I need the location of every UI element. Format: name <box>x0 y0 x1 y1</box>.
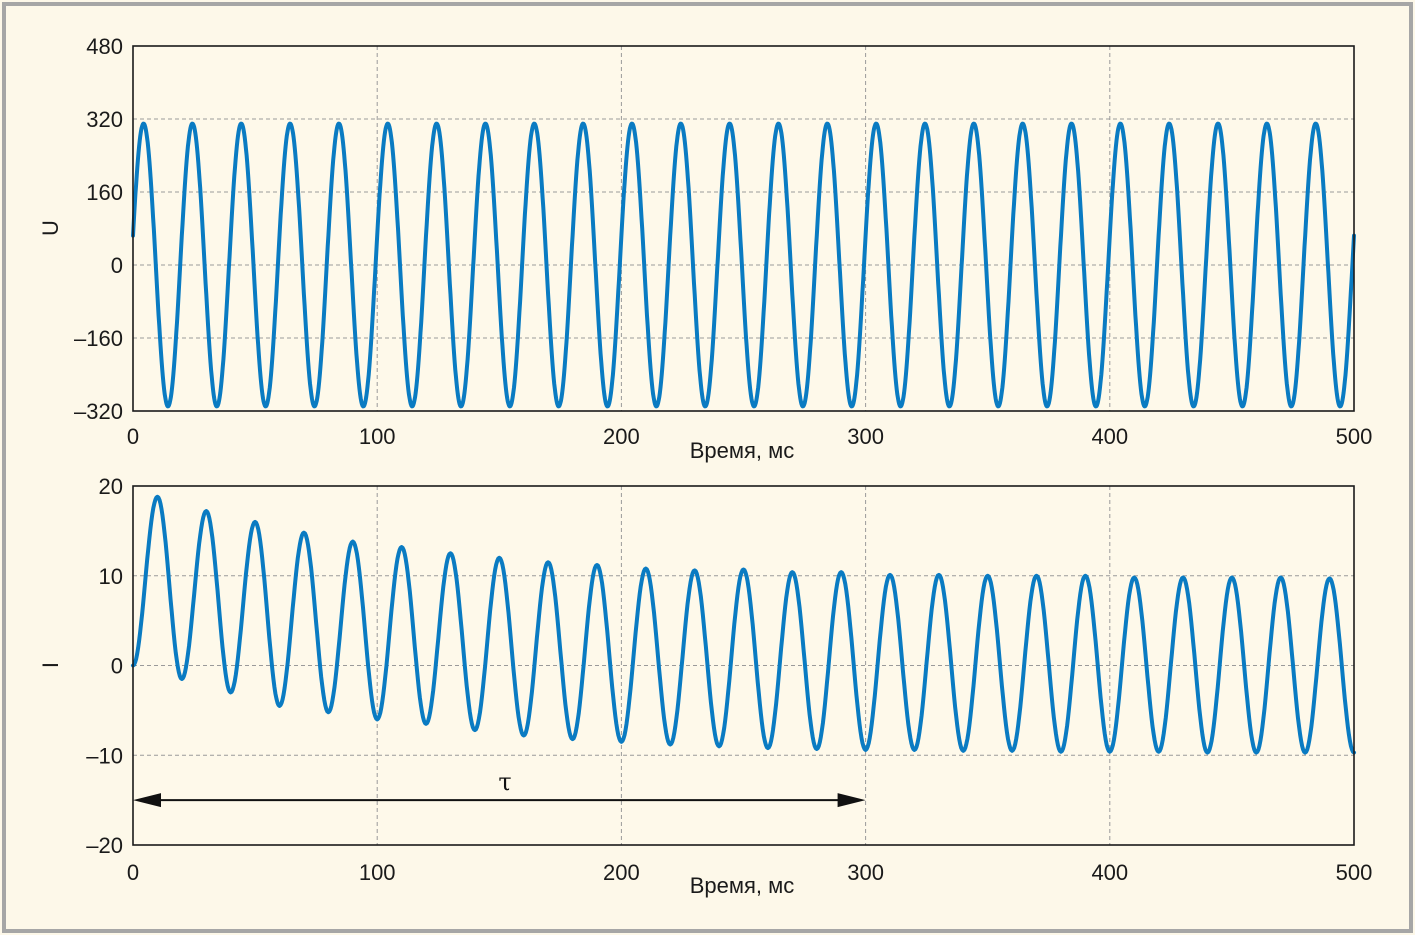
current-y-axis-title: I <box>38 662 63 668</box>
current-tau-label: τ <box>498 768 511 796</box>
voltage-plot-area <box>133 46 1354 411</box>
voltage-y-tick-label: –320 <box>74 399 123 424</box>
voltage-y-axis-title: U <box>38 220 63 236</box>
current-x-axis-title: Время, мс <box>690 873 795 898</box>
voltage-series-line <box>131 121 1356 409</box>
voltage-x-tick-label: 100 <box>359 424 396 449</box>
current-y-tick-label: 20 <box>99 474 123 499</box>
current-y-tick-label: –20 <box>86 833 123 858</box>
voltage-x-tick-label: 0 <box>127 424 139 449</box>
voltage-x-tick-label: 500 <box>1336 424 1373 449</box>
voltage-chart: 0 100 200 300 400 500 480 320 160 0 –160 –320 Время,… <box>38 34 1372 463</box>
current-tau-arrow-head-left <box>133 793 161 808</box>
current-x-tick-label: 500 <box>1336 860 1373 885</box>
voltage-x-tick-label: 400 <box>1091 424 1128 449</box>
current-x-tick-label: 100 <box>359 860 396 885</box>
current-x-tick-label: 300 <box>847 860 884 885</box>
voltage-y-tick-label: 480 <box>86 34 123 59</box>
voltage-x-tick-label: 200 <box>603 424 640 449</box>
current-plot-border <box>132 485 1355 846</box>
current-x-tick-label: 200 <box>603 860 640 885</box>
current-x-tick-label: 400 <box>1091 860 1128 885</box>
voltage-x-axis-title: Время, мс <box>690 438 795 463</box>
voltage-y-tick-label: 160 <box>86 180 123 205</box>
current-x-tick-label: 0 <box>127 860 139 885</box>
current-y-tick-label: 0 <box>111 654 123 679</box>
voltage-y-tick-label: 0 <box>111 253 123 278</box>
current-y-tick-label: –10 <box>86 743 123 768</box>
current-y-tick-label: 10 <box>99 564 123 589</box>
voltage-plot-border <box>132 45 1355 412</box>
voltage-x-tick-label: 300 <box>847 424 884 449</box>
current-tau-arrow-head-right <box>837 793 866 808</box>
voltage-y-tick-label: –160 <box>74 326 123 351</box>
voltage-y-tick-label: 320 <box>86 107 123 132</box>
current-series-line <box>131 494 1356 755</box>
